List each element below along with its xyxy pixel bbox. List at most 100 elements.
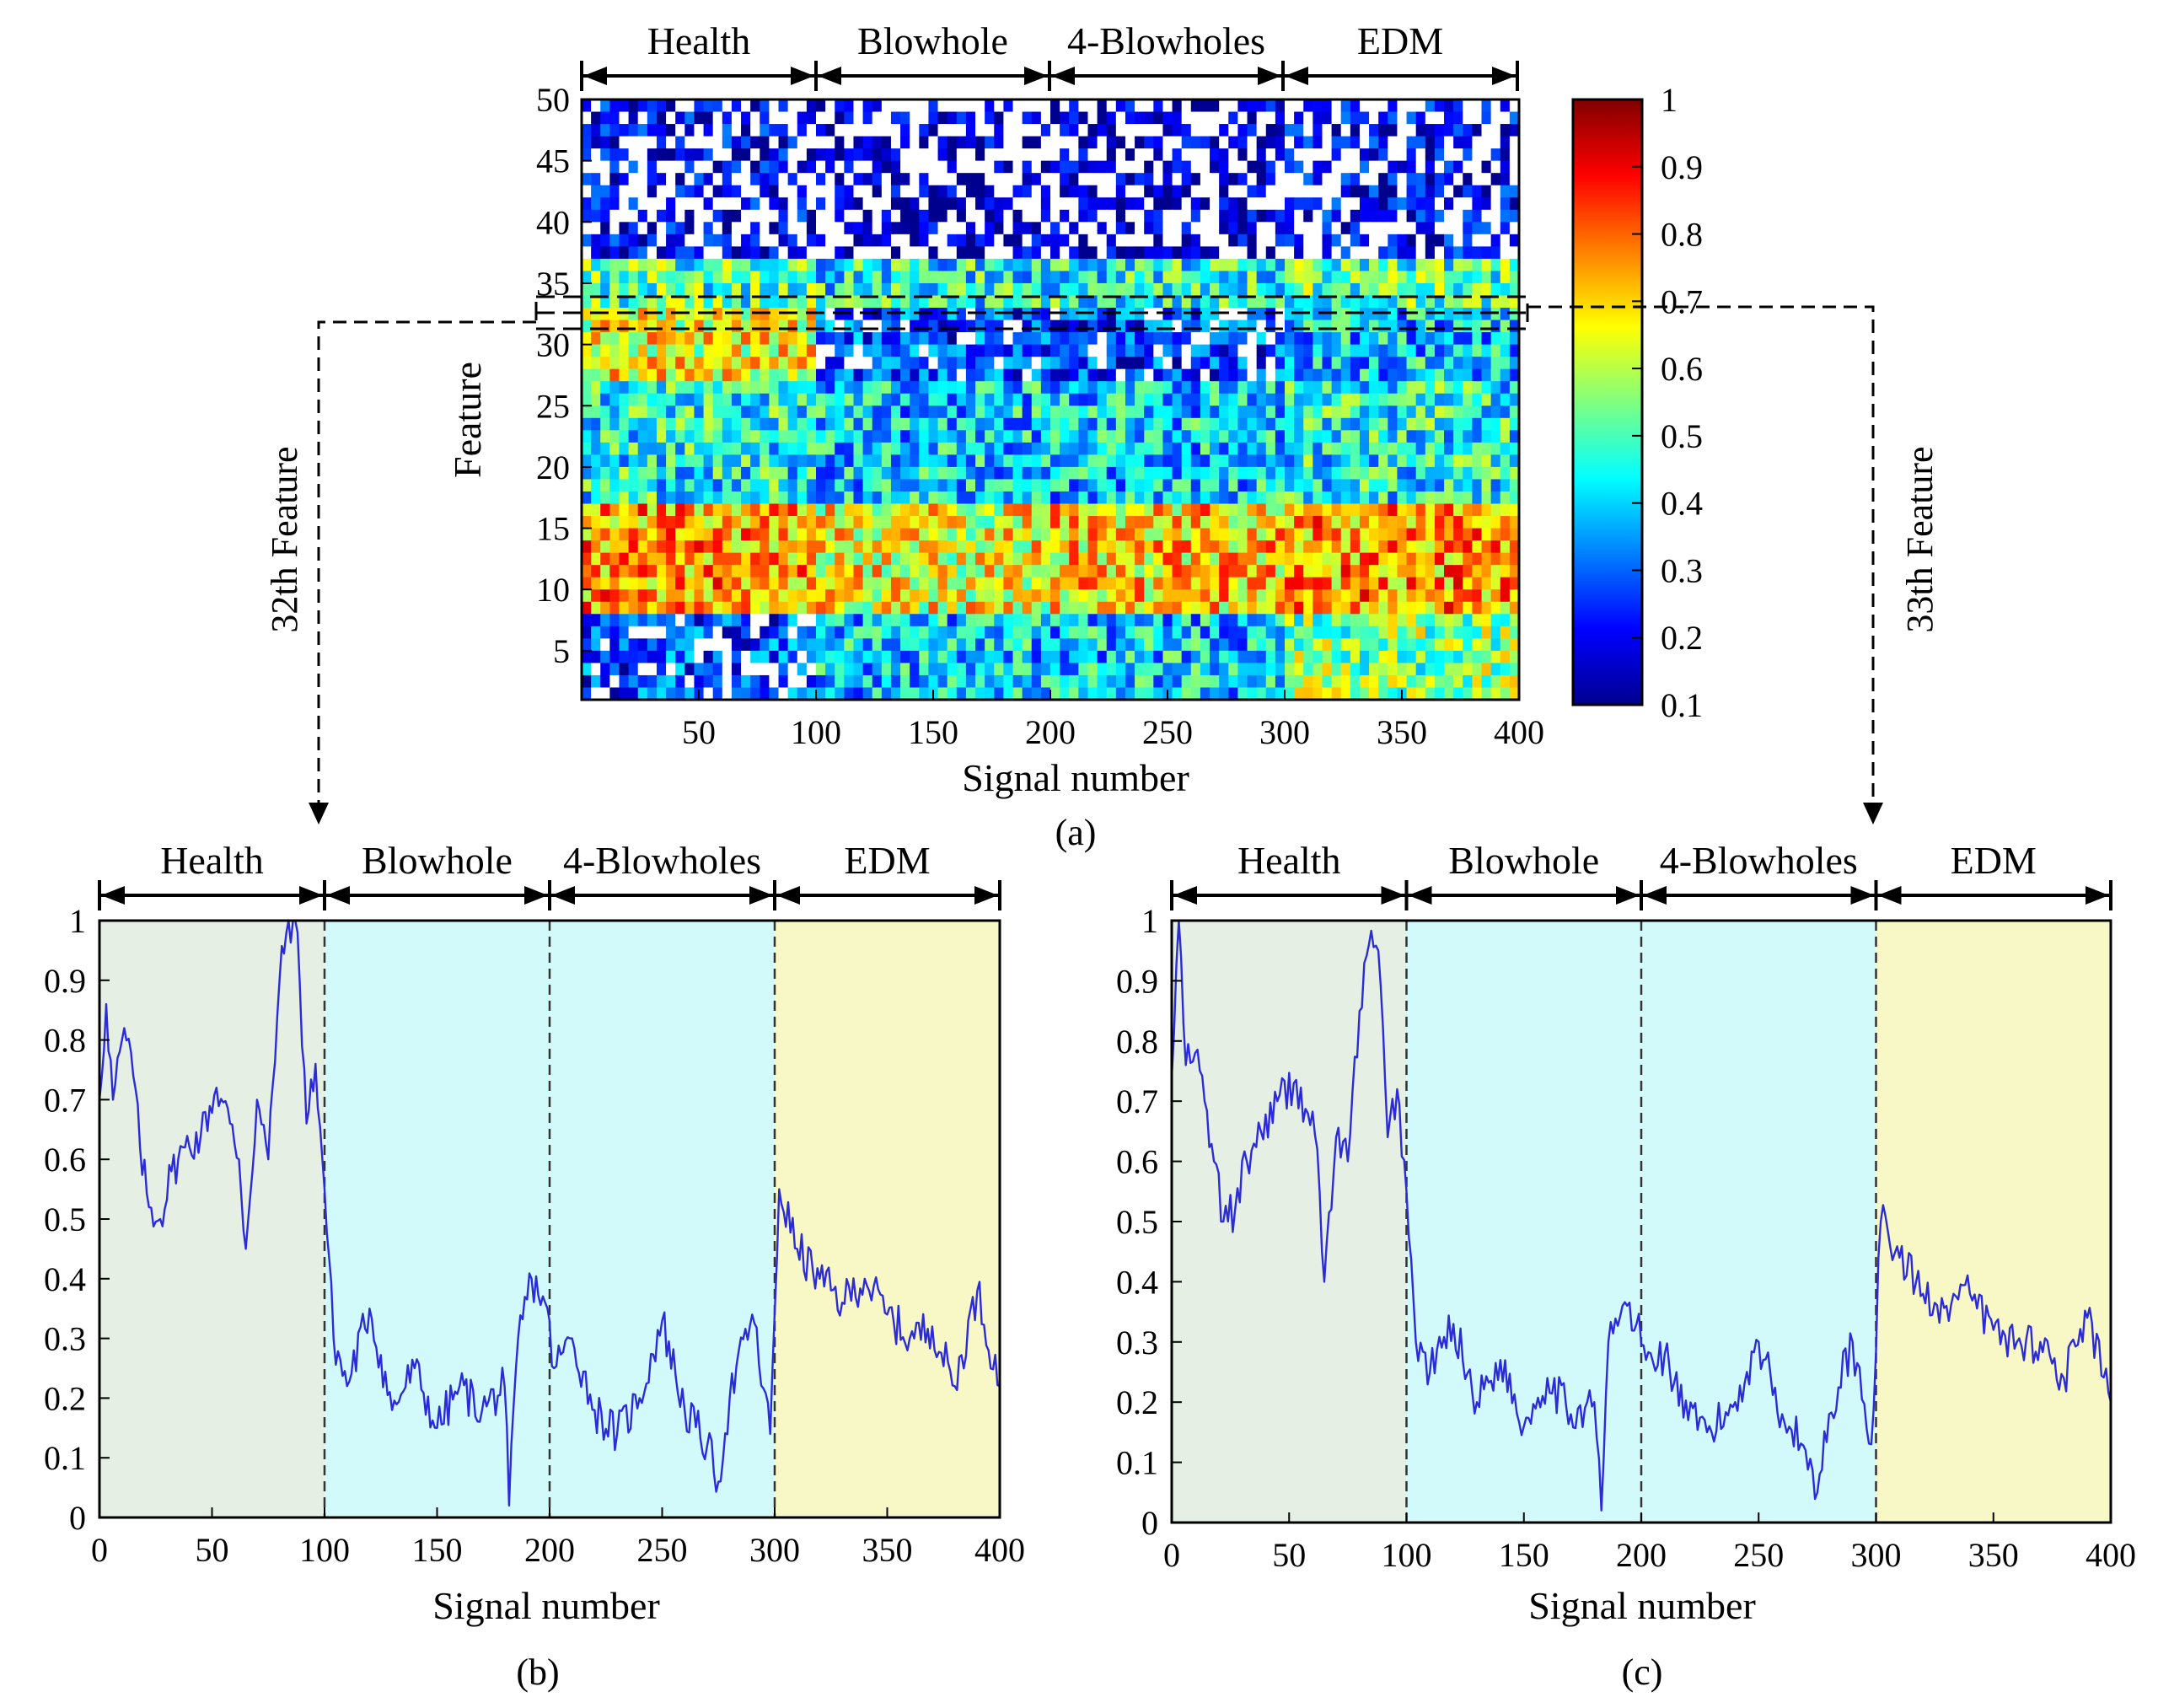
heatmap-cell bbox=[722, 136, 733, 149]
heatmap-cell bbox=[1228, 381, 1238, 395]
heatmap-cell bbox=[647, 320, 658, 333]
heatmap-cell bbox=[881, 308, 892, 321]
heatmap-cell bbox=[1388, 601, 1398, 615]
heatmap-cell bbox=[609, 430, 620, 443]
heatmap-cell bbox=[1162, 516, 1173, 529]
heatmap-cell bbox=[825, 540, 835, 554]
left-feature-label: 32th Feature bbox=[264, 446, 305, 632]
heatmap-cell bbox=[722, 626, 733, 639]
heatmap-cell bbox=[1228, 357, 1238, 370]
heatmap-cell bbox=[965, 295, 976, 309]
heatmap-cell bbox=[722, 491, 733, 505]
heatmap-cell bbox=[1350, 111, 1361, 125]
heatmap-cell bbox=[1097, 393, 1108, 406]
heatmap-cell bbox=[1265, 381, 1276, 395]
heatmap-cell bbox=[910, 466, 920, 481]
heatmap-cell bbox=[1040, 320, 1051, 333]
heatmap-cell bbox=[1378, 124, 1388, 137]
heatmap-cell bbox=[703, 308, 714, 321]
heatmap-cell bbox=[900, 99, 910, 113]
heatmap-cell bbox=[1509, 160, 1519, 174]
heatmap-cell bbox=[637, 650, 648, 664]
heatmap-cell bbox=[1369, 516, 1379, 529]
heatmap-cell bbox=[994, 466, 1004, 481]
heatmap-cell bbox=[694, 540, 705, 554]
heatmap-cell bbox=[816, 136, 826, 149]
heatmap-cell bbox=[1078, 663, 1089, 676]
heatmap-cell bbox=[900, 406, 910, 419]
heatmap-cell bbox=[910, 650, 920, 664]
heatmap-cell bbox=[1125, 271, 1135, 284]
heatmap-cell bbox=[1444, 565, 1454, 578]
heatmap-cell bbox=[1369, 406, 1379, 419]
heatmap-cell bbox=[862, 368, 873, 382]
heatmap-cell bbox=[1275, 222, 1286, 235]
heatmap-cell bbox=[703, 357, 714, 370]
heatmap-cell bbox=[1003, 479, 1014, 492]
heatmap-cell bbox=[1322, 565, 1333, 578]
heatmap-cell bbox=[835, 454, 845, 468]
heatmap-cell bbox=[1144, 357, 1154, 370]
heatmap-cell bbox=[1256, 222, 1267, 235]
heatmap-cell bbox=[1040, 368, 1051, 382]
heatmap-cell bbox=[1097, 442, 1108, 455]
heatmap-cell bbox=[1444, 540, 1454, 554]
heatmap-cell bbox=[1275, 466, 1286, 481]
heatmap-cell bbox=[825, 406, 835, 419]
heatmap-cell bbox=[1313, 454, 1323, 468]
heatmap-cell bbox=[1322, 454, 1333, 468]
heatmap-cell bbox=[985, 295, 995, 309]
heatmap-cell bbox=[1406, 614, 1417, 627]
heatmap-cell bbox=[1388, 552, 1398, 566]
heatmap-cell bbox=[1097, 614, 1108, 627]
heatmap-cell bbox=[1415, 589, 1426, 603]
heatmap-cell bbox=[1050, 332, 1060, 346]
heatmap-cell bbox=[1115, 271, 1126, 284]
heatmap-cell bbox=[1463, 148, 1473, 162]
heatmap-cell bbox=[797, 577, 808, 590]
heatmap-cell bbox=[1378, 148, 1388, 162]
heatmap-cell bbox=[666, 99, 676, 113]
heatmap-cell bbox=[1210, 393, 1220, 406]
heatmap-cell bbox=[1050, 308, 1060, 321]
heatmap-cell bbox=[1097, 368, 1108, 382]
heatmap-cell bbox=[890, 466, 901, 481]
heatmap-cell bbox=[1378, 454, 1388, 468]
heatmap-cell bbox=[1275, 148, 1286, 162]
heatmap-cell bbox=[1322, 552, 1333, 566]
heatmap-cell bbox=[816, 491, 826, 505]
heatmap-cell bbox=[1172, 173, 1183, 186]
heatmap-cell bbox=[675, 516, 685, 529]
heatmap-cell bbox=[1378, 381, 1388, 395]
heatmap-cell bbox=[1200, 491, 1211, 505]
heatmap-cell bbox=[1434, 528, 1445, 541]
heatmap-cell bbox=[975, 589, 985, 603]
heatmap-cell bbox=[684, 626, 695, 639]
heatmap-cell bbox=[1162, 197, 1173, 211]
heatmap-cell bbox=[1153, 589, 1164, 603]
heatmap-cell bbox=[1031, 320, 1042, 333]
heatmap-cell bbox=[890, 124, 901, 137]
heatmap-cell bbox=[1135, 393, 1145, 406]
heatmap-cell bbox=[1415, 344, 1426, 357]
heatmap-cell bbox=[619, 308, 630, 321]
heatmap-cell bbox=[1453, 160, 1463, 174]
heatmap-cell bbox=[1162, 565, 1173, 578]
heatmap-cell bbox=[684, 565, 695, 578]
heatmap-cell bbox=[900, 540, 910, 554]
heatmap-cell bbox=[1369, 160, 1379, 174]
heatmap-cell bbox=[1162, 357, 1173, 370]
heatmap-cell bbox=[1087, 601, 1098, 615]
heatmap-cell bbox=[1350, 368, 1361, 382]
heatmap-cell bbox=[1490, 491, 1501, 505]
heatmap-cell bbox=[741, 246, 751, 260]
heatmap-cell bbox=[1463, 393, 1473, 406]
heatmap-cell bbox=[890, 246, 901, 260]
heatmap-cell bbox=[1247, 466, 1258, 481]
heatmap-cell bbox=[1275, 552, 1286, 566]
heatmap-cell bbox=[647, 406, 658, 419]
heatmap-cell bbox=[835, 308, 845, 321]
heatmap-cell bbox=[1219, 601, 1229, 615]
heatmap-cell bbox=[928, 466, 939, 481]
heatmap-cell bbox=[1388, 454, 1398, 468]
